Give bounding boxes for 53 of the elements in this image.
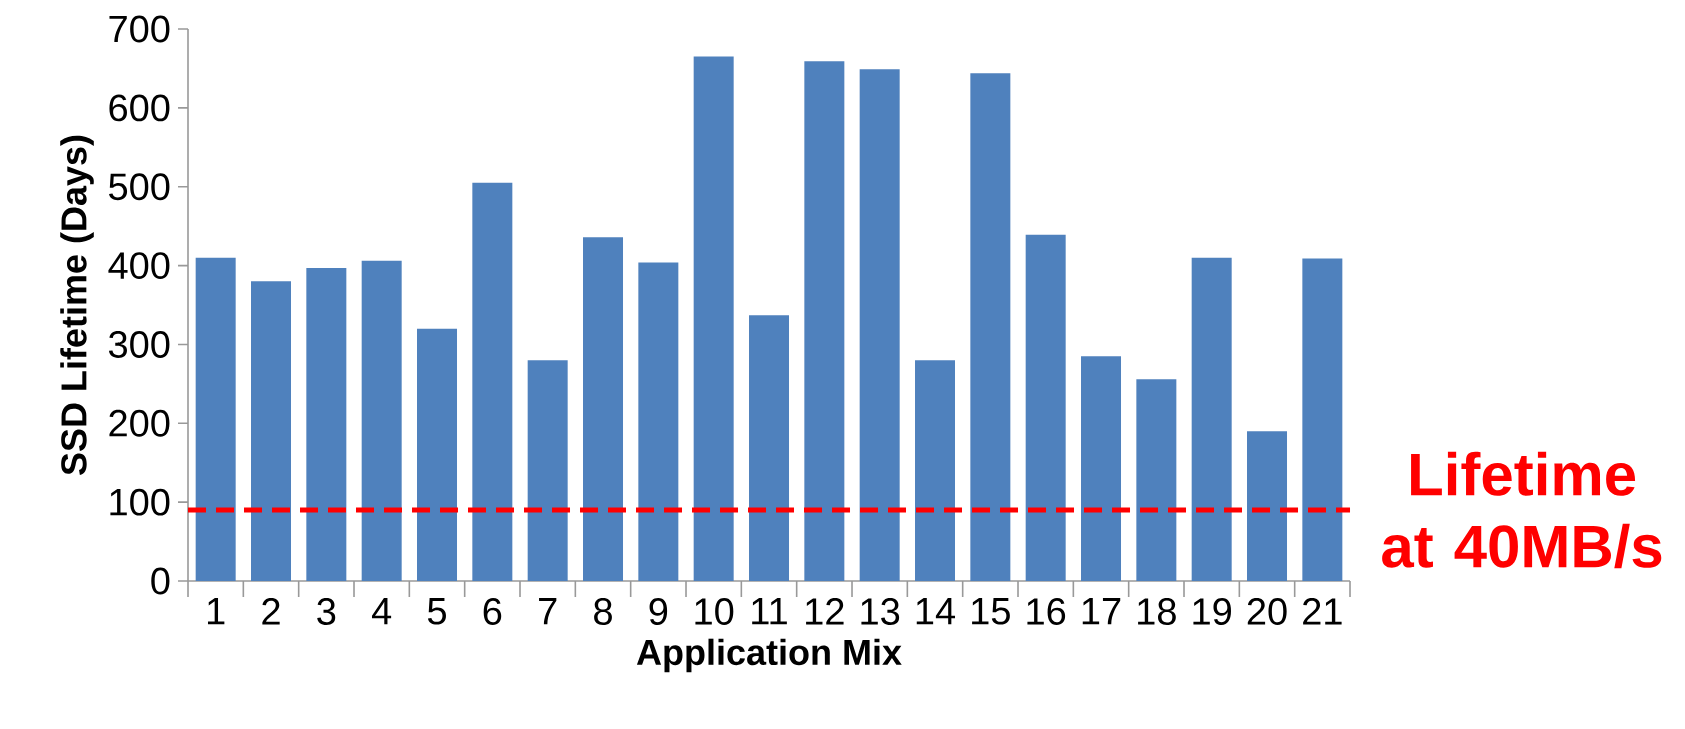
x-tick-label: 10 <box>695 598 734 625</box>
y-tick-label: 500 <box>109 173 170 201</box>
x-tick-label: 3 <box>317 598 336 625</box>
bar <box>804 61 845 581</box>
x-tick-label: 19 <box>1193 598 1231 625</box>
bar <box>1247 431 1288 581</box>
x-tick-label: 2 <box>262 598 280 625</box>
y-tick-label: 600 <box>109 94 170 122</box>
bar <box>583 237 624 581</box>
bar <box>1191 257 1232 581</box>
bar <box>749 315 790 581</box>
bar <box>306 267 347 581</box>
ref-line-label: Lifetime at 40MB/s <box>1382 451 1662 569</box>
x-tick-label: 16 <box>1027 598 1066 625</box>
x-tick-label: 8 <box>594 598 612 625</box>
x-tick-label: 1 <box>207 598 225 625</box>
x-axis-title: Application Mix <box>636 638 902 673</box>
y-tick-label: 200 <box>109 409 170 437</box>
x-tick-label: 20 <box>1247 598 1287 625</box>
x-tick-label: 11 <box>752 598 787 625</box>
x-tick-label: 6 <box>483 598 502 625</box>
x-tick-label: 21 <box>1303 598 1342 625</box>
bar <box>251 281 292 581</box>
x-tick-label: 14 <box>916 598 956 625</box>
bar <box>195 257 236 581</box>
bar <box>472 182 513 581</box>
bar <box>970 73 1011 581</box>
bar <box>693 56 734 581</box>
bar <box>1025 234 1066 581</box>
x-tick-label: 12 <box>806 598 844 625</box>
bar <box>1302 258 1343 581</box>
bar <box>527 360 568 581</box>
x-tick-label: 13 <box>861 598 900 625</box>
x-tick-label: 15 <box>972 598 1010 625</box>
y-tick-label: 100 <box>110 488 170 516</box>
bar <box>859 69 900 581</box>
x-tick-label: 5 <box>427 598 446 625</box>
y-tick-label: 300 <box>108 330 170 358</box>
bar <box>638 262 679 581</box>
y-tick-label: 700 <box>109 15 170 43</box>
y-axis-title: SSD Lifetime (Days) <box>60 135 94 476</box>
x-tick-label: 17 <box>1082 598 1121 625</box>
bar <box>1136 379 1177 581</box>
x-tick-label: 9 <box>649 598 668 625</box>
x-tick-label: 18 <box>1138 598 1176 625</box>
bar <box>417 328 458 581</box>
bar <box>915 360 956 581</box>
y-tick-label: 400 <box>108 252 170 280</box>
x-tick-label: 7 <box>539 598 557 625</box>
bar <box>361 260 402 581</box>
y-tick-label: 0 <box>151 567 170 595</box>
bar <box>1081 356 1122 581</box>
x-tick-label: 4 <box>371 598 392 625</box>
